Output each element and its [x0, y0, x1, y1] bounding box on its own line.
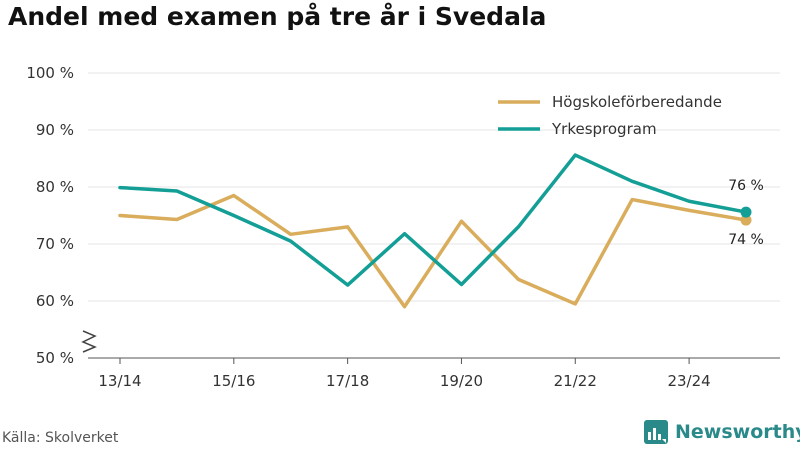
series-line-2	[118, 153, 748, 287]
legend-label: Högskoleförberedande	[552, 93, 722, 111]
y-tick-label: 100 %	[26, 64, 74, 82]
x-tick-label: 19/20	[440, 372, 483, 390]
y-tick-label: 90 %	[36, 121, 74, 139]
end-label: 74 %	[728, 232, 764, 248]
y-tick-label: 80 %	[36, 178, 74, 196]
legend-label: Yrkesprogram	[551, 120, 657, 138]
series-end-point-1	[740, 214, 752, 226]
x-axis: 13/14 15/16 17/18 19/20 21/22 23/24	[81, 330, 780, 390]
newsworthy-logo-icon	[644, 420, 668, 444]
legend: Högskoleförberedande Yrkesprogram	[498, 93, 722, 138]
x-tick-label: 17/18	[326, 372, 369, 390]
brand-logo: Newsworthy	[644, 420, 800, 444]
axis-break-icon	[81, 330, 97, 353]
brand-name: Newsworthy	[675, 421, 800, 443]
y-tick-label: 60 %	[36, 292, 74, 310]
chart-title: Andel med examen på tre år i Svedala	[8, 2, 547, 31]
series-end-point-2	[740, 206, 752, 218]
grid-lines	[88, 72, 780, 302]
y-axis-ticks: 50 % 60 % 70 % 80 % 90 % 100 %	[26, 64, 74, 367]
y-tick-label: 70 %	[36, 235, 74, 253]
series-lines: 74 % 76 %	[118, 153, 764, 309]
y-tick-label: 50 %	[36, 349, 74, 367]
source-note: Källa: Skolverket	[2, 430, 119, 446]
x-tick-label: 21/22	[554, 372, 597, 390]
x-tick-label: 15/16	[212, 372, 255, 390]
x-tick-label: 23/24	[667, 372, 710, 390]
series-line-1	[118, 193, 748, 309]
end-label: 76 %	[728, 178, 764, 194]
x-tick-label: 13/14	[98, 372, 141, 390]
